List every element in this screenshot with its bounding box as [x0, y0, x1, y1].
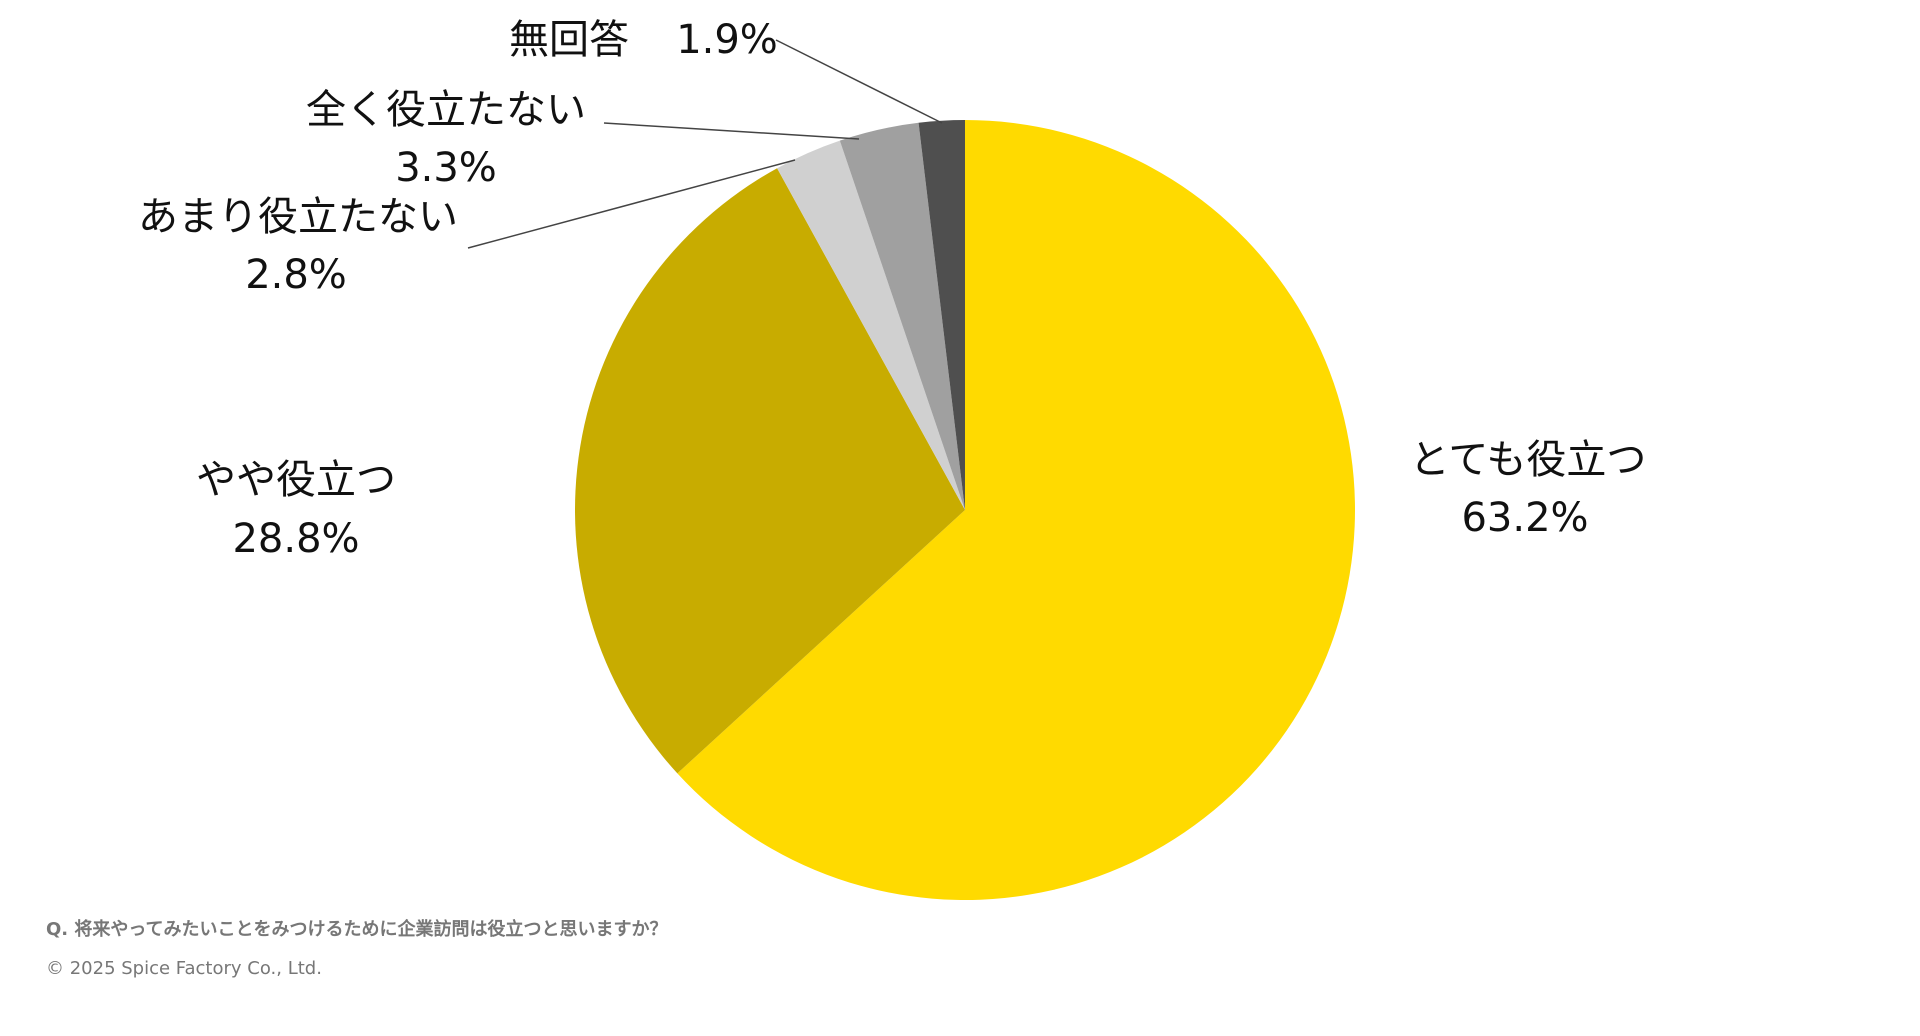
slice-value: 2.8% [245, 252, 347, 298]
slice-label: 無回答 [509, 17, 629, 63]
slice-label: とても役立つ [1410, 437, 1647, 483]
slice-label: あまり役立たない [138, 194, 458, 240]
slice-value: 1.9% [676, 17, 778, 63]
copyright: © 2025 Spice Factory Co., Ltd. [46, 958, 322, 979]
pie-slice [839, 122, 965, 510]
leader-line [603, 122, 860, 140]
pie-slice [677, 120, 1355, 900]
slice-value: 28.8% [232, 516, 359, 562]
question: Q. 将来やってみたいことをみつけるために企業訪問は役立つと思いますか？ [46, 918, 668, 940]
leader-line [467, 159, 796, 249]
pie-slice [574, 168, 965, 774]
pie-slice [918, 120, 965, 510]
slice-label: 全く役立たない [306, 87, 586, 133]
slice-value: 3.3% [395, 145, 497, 191]
leader-line [775, 39, 943, 124]
pie-slice [777, 140, 965, 511]
slice-value: 63.2% [1461, 495, 1588, 541]
slice-label: やや役立つ [196, 457, 396, 503]
